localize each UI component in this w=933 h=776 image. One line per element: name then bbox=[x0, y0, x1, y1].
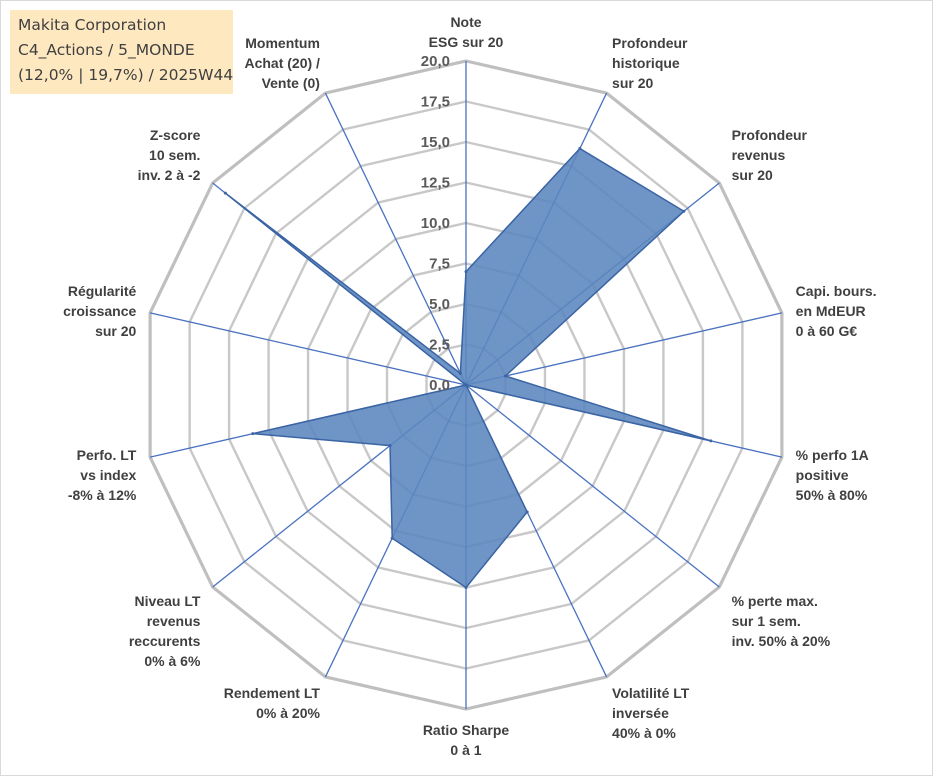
info-box: Makita Corporation C4_Actions / 5_MONDE … bbox=[10, 10, 233, 94]
axis-label: Volatilité LT inversée 40% à 0% bbox=[612, 685, 690, 741]
axis-label-line: 0% à 20% bbox=[256, 705, 320, 721]
tick-label: 7,5 bbox=[429, 256, 450, 273]
axis-label-line: 0% à 6% bbox=[144, 653, 201, 669]
axis-spoke bbox=[465, 384, 720, 588]
axis-label-line: Momentum bbox=[245, 35, 320, 51]
axis-label-line: revenus bbox=[732, 147, 786, 163]
tick-label: 20,0 bbox=[421, 53, 450, 70]
axis-spoke bbox=[149, 312, 467, 386]
axis-label-line: -8% à 12% bbox=[68, 487, 137, 503]
axis-label-line: en MdEUR bbox=[796, 303, 866, 319]
axis-label-line: Note bbox=[450, 14, 481, 30]
axis-label: Momentum Achat (20) / Vente (0) bbox=[244, 35, 320, 91]
axis-label-line: reccurents bbox=[129, 633, 201, 649]
axis-label-line: % perte max. bbox=[732, 593, 818, 609]
tick-layer: 0,0 2,5 5,0 7,5 10,0 12,5 15,0 17,5 20,0 bbox=[421, 53, 450, 394]
data-point bbox=[251, 432, 255, 436]
axis-label-line: Vente (0) bbox=[262, 75, 320, 91]
axis-label: % perte max. sur 1 sem. inv. 50% à 20% bbox=[732, 593, 831, 649]
axis-label-line: Volatilité LT bbox=[612, 685, 690, 701]
data-point bbox=[388, 444, 392, 448]
axis-label-line: 0 à 60 G€ bbox=[796, 323, 858, 339]
data-point bbox=[464, 586, 468, 589]
axis-label: Ratio Sharpe 0 à 1 bbox=[423, 722, 510, 758]
tick-label: 17,5 bbox=[421, 94, 450, 111]
axis-label-line: sur 20 bbox=[732, 167, 773, 183]
performance-summary: (12,0% | 19,7%) / 2025W44 bbox=[18, 66, 234, 84]
data-point bbox=[390, 536, 394, 540]
series-layer bbox=[223, 147, 713, 589]
data-point bbox=[464, 383, 468, 387]
axis-label-line: revenus bbox=[147, 613, 201, 629]
tick-label: 5,0 bbox=[429, 296, 450, 313]
axis-label-line: % perfo 1A bbox=[796, 447, 869, 463]
axis-label-line: sur 20 bbox=[95, 323, 136, 339]
axis-label: Capi. bours. en MdEUR 0 à 60 G€ bbox=[796, 283, 877, 339]
data-point bbox=[682, 209, 686, 213]
axis-label: Rendement LT 0% à 20% bbox=[224, 685, 321, 721]
tick-label: 2,5 bbox=[429, 337, 450, 354]
axis-label-line: ESG sur 20 bbox=[429, 34, 504, 50]
tick-label: 12,5 bbox=[421, 175, 450, 192]
axis-label-line: Achat (20) / bbox=[244, 55, 320, 71]
axis-label-line: inv. 2 à -2 bbox=[138, 167, 201, 183]
axis-spoke bbox=[324, 92, 467, 386]
axis-label-line: Rendement LT bbox=[224, 685, 321, 701]
axis-label-line: vs index bbox=[80, 467, 136, 483]
axis-label-line: Z-score bbox=[150, 127, 201, 143]
axis-label: Z-score 10 sem. inv. 2 à -2 bbox=[138, 127, 201, 183]
axis-label-line: Niveau LT bbox=[135, 593, 201, 609]
axis-label-line: historique bbox=[612, 55, 680, 71]
data-point bbox=[464, 270, 468, 274]
axis-spoke bbox=[465, 312, 783, 386]
axis-label-line: sur 20 bbox=[612, 75, 653, 91]
data-point bbox=[458, 371, 462, 375]
axis-label-line: 10 sem. bbox=[149, 147, 200, 163]
axis-label: Note ESG sur 20 bbox=[429, 14, 504, 50]
axis-label-line: 0 à 1 bbox=[450, 742, 481, 758]
data-point bbox=[709, 439, 713, 443]
portfolio-category: C4_Actions / 5_MONDE bbox=[18, 41, 195, 59]
axis-label-line: Perfo. LT bbox=[77, 447, 137, 463]
axis-label-line: sur 1 sem. bbox=[732, 613, 801, 629]
axis-label-line: Capi. bours. bbox=[796, 283, 877, 299]
tick-label: 10,0 bbox=[421, 215, 450, 232]
axis-label-line: croissance bbox=[63, 303, 136, 319]
axis-label-line: inversée bbox=[612, 705, 669, 721]
axis-label-line: Ratio Sharpe bbox=[423, 722, 510, 738]
axis-label-line: 40% à 0% bbox=[612, 725, 676, 741]
data-point bbox=[578, 147, 582, 151]
axis-label-line: Profondeur bbox=[612, 35, 688, 51]
data-point bbox=[223, 191, 227, 195]
axis-label: Régularité croissance sur 20 bbox=[63, 283, 136, 339]
axis-label-line: inv. 50% à 20% bbox=[732, 633, 831, 649]
axis-label: Niveau LT revenus reccurents 0% à 6% bbox=[129, 593, 201, 669]
tick-label: 0,0 bbox=[429, 377, 450, 394]
axis-label-line: Profondeur bbox=[732, 127, 808, 143]
axis-label: Profondeur revenus sur 20 bbox=[732, 127, 808, 183]
data-point bbox=[525, 510, 529, 514]
axis-label-line: positive bbox=[796, 467, 849, 483]
axis-label: % perfo 1A positive 50% à 80% bbox=[796, 447, 869, 503]
tick-label: 15,0 bbox=[421, 134, 450, 151]
axis-label: Perfo. LT vs index -8% à 12% bbox=[68, 447, 137, 503]
data-point bbox=[503, 374, 507, 378]
axis-label-line: 50% à 80% bbox=[796, 487, 868, 503]
axis-label-line: Régularité bbox=[68, 283, 137, 299]
axis-label-layer: Note ESG sur 20 Profondeur historique sur 20… bbox=[63, 14, 876, 758]
company-name: Makita Corporation bbox=[18, 16, 167, 34]
axis-label: Profondeur historique sur 20 bbox=[612, 35, 688, 91]
